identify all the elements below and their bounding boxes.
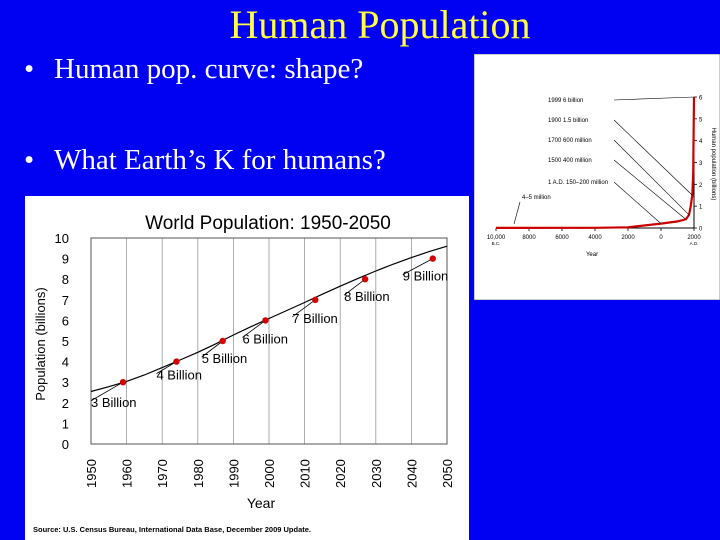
leader-line <box>201 340 223 358</box>
annotation-leader <box>613 96 694 101</box>
chart-background <box>25 196 469 540</box>
x-axis-label: Year <box>586 252 598 258</box>
plot-frame <box>90 237 448 445</box>
population-line <box>90 245 448 393</box>
y-tick-label: 3 <box>699 161 703 167</box>
annotation-label: 1900 1.5 billion <box>548 118 588 124</box>
world-population-chart: World Population: 1950-2050 Year Populat… <box>25 196 469 540</box>
leader-line <box>90 381 124 402</box>
milestone-marker <box>173 358 180 365</box>
leader-line <box>242 320 266 338</box>
y-tick-label: 0 <box>62 437 69 452</box>
milestone-label: 5 Billion <box>202 351 248 366</box>
y-tick-label: 2 <box>699 183 703 189</box>
leader-line <box>156 361 177 374</box>
bullet-dot: • <box>24 144 35 176</box>
milestone-label: 3 Billion <box>91 395 137 410</box>
x-tick-label: 1960 <box>120 459 135 488</box>
x-tick-label: 1950 <box>84 459 99 488</box>
x-tick-label: 1970 <box>155 459 170 488</box>
y-tick-label: 5 <box>62 334 69 349</box>
x-tick-sublabel: B.C. <box>492 241 501 246</box>
y-tick-label: 5 <box>699 117 703 123</box>
x-tick-label: 2020 <box>333 459 348 488</box>
x-tick-label: 2050 <box>440 459 455 488</box>
annotation-leader <box>613 119 693 196</box>
leader-line <box>292 299 316 318</box>
x-tick-label: 0 <box>659 235 663 241</box>
x-tick-label: 6000 <box>555 235 569 241</box>
x-tick-label: 2040 <box>404 459 419 488</box>
annotation-label: 1700 600 million <box>548 138 592 144</box>
y-tick-label: 6 <box>699 96 703 102</box>
y-tick-label: 2 <box>62 396 69 411</box>
milestone-marker <box>429 255 436 262</box>
annotation-leader <box>613 139 690 216</box>
milestone-label: 9 Billion <box>403 269 449 284</box>
bullet-text: What Earth’s K for humans? <box>54 144 386 176</box>
milestone-marker <box>312 296 319 303</box>
bullet-item: • What Earth’s K for humans? <box>24 143 386 177</box>
x-tick-label: 1980 <box>191 459 206 488</box>
y-tick-label: 4 <box>699 139 703 145</box>
source-note: Source: U.S. Census Bureau, Internationa… <box>33 525 311 534</box>
chart-background <box>474 54 720 300</box>
milestone-marker <box>262 317 269 324</box>
milestone-label: 7 Billion <box>292 311 338 326</box>
y-tick-label: 10 <box>55 231 69 246</box>
milestone-marker <box>119 379 127 386</box>
milestone-label: 6 Billion <box>242 331 288 346</box>
y-tick-label: 1 <box>699 205 703 211</box>
y-axis-label: Human population (billions) <box>710 128 716 201</box>
annotation-label: 1 A.D. 150–200 million <box>548 180 608 186</box>
x-tick-label: 2010 <box>298 459 313 488</box>
x-tick-label: 8000 <box>522 235 536 241</box>
annotation-label: 4–5 million <box>522 195 551 201</box>
y-tick-label: 8 <box>62 272 69 287</box>
milestone-marker <box>219 337 226 345</box>
milestone-label: 8 Billion <box>344 289 390 304</box>
leader-line <box>402 258 433 275</box>
milestone-marker <box>361 276 369 283</box>
x-tick-label: 4000 <box>588 235 602 241</box>
x-tick-label: 1990 <box>226 459 241 488</box>
slide-title: Human Population <box>229 2 531 47</box>
y-axis-label: Population (billions) <box>33 287 48 400</box>
x-tick-sublabel: A.D. <box>690 241 699 246</box>
milestone-label: 4 Billion <box>156 368 202 383</box>
annotation-leader <box>613 181 662 224</box>
y-tick-label: 1 <box>62 416 69 431</box>
x-tick-label: 10,000 <box>487 235 506 241</box>
x-axis-label: Year <box>247 495 276 511</box>
y-tick-label: 6 <box>62 313 69 328</box>
annotation-label: 1999 6 billion <box>548 98 583 104</box>
x-tick-label: 2000 <box>687 235 701 241</box>
y-tick-label: 7 <box>62 293 69 308</box>
chart-title: World Population: 1950-2050 <box>145 213 391 234</box>
bullet-item: • Human pop. curve: shape? <box>24 52 363 86</box>
y-tick-label: 3 <box>62 375 69 390</box>
annotation-leader <box>513 201 521 225</box>
y-tick-label: 9 <box>62 252 69 267</box>
annotation-leader <box>613 159 686 220</box>
bullet-dot: • <box>24 53 35 85</box>
leader-line <box>343 278 366 296</box>
x-tick-label: 2000 <box>262 459 277 488</box>
x-tick-label: 2000 <box>621 235 635 241</box>
x-tick-label: 2030 <box>369 459 384 488</box>
y-tick-label: 4 <box>62 355 69 370</box>
bullet-text: Human pop. curve: shape? <box>54 53 364 85</box>
population-curve <box>495 96 696 229</box>
y-tick-label: 0 <box>699 227 703 233</box>
annotation-label: 1500 400 million <box>548 158 592 164</box>
